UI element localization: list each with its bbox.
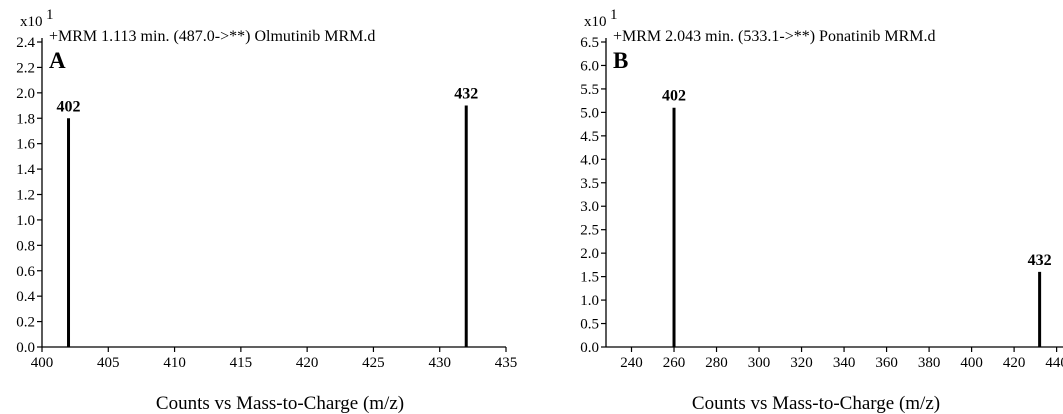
- y-tick-label: 2.4: [16, 35, 35, 51]
- y-tick-label: 4.5: [580, 129, 599, 145]
- y-tick-label: 0.6: [16, 264, 35, 280]
- data-label: 432: [454, 86, 478, 103]
- y-scale-label: x10: [584, 14, 607, 30]
- y-tick-label: 0.5: [580, 317, 599, 333]
- y-tick-label: 1.0: [580, 293, 599, 309]
- y-tick-label: 0.2: [16, 315, 35, 331]
- x-tick-label: 380: [918, 355, 941, 371]
- x-tick-label: 320: [790, 355, 813, 371]
- y-tick-label: 6.5: [580, 35, 599, 51]
- panel-letter: A: [49, 48, 66, 73]
- y-tick-label: 2.0: [580, 246, 599, 262]
- x-tick-label: 260: [663, 355, 686, 371]
- y-tick-label: 1.4: [16, 162, 35, 178]
- y-tick-label: 0.0: [16, 340, 35, 356]
- x-tick-label: 435: [495, 355, 518, 371]
- chart-title: +MRM 1.113 min. (487.0->**) Olmutinib MR…: [49, 28, 375, 45]
- y-tick-label: 1.5: [580, 270, 599, 286]
- x-tick-label: 420: [296, 355, 319, 371]
- y-tick-label: 6.0: [580, 58, 599, 74]
- x-tick-label: 440: [1045, 355, 1063, 371]
- y-tick-label: 3.0: [580, 199, 599, 215]
- y-tick-label: 0.8: [16, 238, 35, 254]
- y-scale-exponent: 1: [610, 7, 618, 23]
- y-tick-label: 0.4: [16, 289, 35, 305]
- y-tick-label: 1.2: [16, 188, 35, 204]
- chart-panel-b: 0.0 0.5 1.0 1.5 2.0 2.5 3.0 3.5 4.0 4.5 5.0 5.5 6.0 6…: [580, 7, 1063, 414]
- y-tick-label: 1.0: [16, 213, 35, 229]
- y-tick-label: 2.2: [16, 60, 35, 76]
- data-label: 432: [1028, 252, 1052, 269]
- x-tick-label: 280: [705, 355, 728, 371]
- y-tick-label: 5.0: [580, 105, 599, 121]
- x-axis-title: Counts vs Mass-to-Charge (m/z): [156, 393, 404, 414]
- chart-title: +MRM 2.043 min. (533.1->**) Ponatinib MR…: [613, 28, 936, 45]
- y-tick-label: 3.5: [580, 176, 599, 192]
- data-label: 402: [662, 88, 686, 105]
- y-tick-label: 4.0: [580, 152, 599, 168]
- y-tick-label: 1.6: [16, 137, 35, 153]
- x-tick-label: 240: [620, 355, 643, 371]
- x-tick-label: 400: [31, 355, 54, 371]
- x-tick-label: 300: [748, 355, 771, 371]
- x-axis-title: Counts vs Mass-to-Charge (m/z): [692, 393, 940, 414]
- y-scale-label: x10: [20, 14, 43, 30]
- y-tick-label: 0.0: [580, 340, 599, 356]
- data-label: 402: [57, 98, 81, 115]
- y-tick-label: 2.0: [16, 86, 35, 102]
- x-tick-label: 425: [362, 355, 385, 371]
- x-tick-label: 360: [875, 355, 898, 371]
- y-tick-label: 2.5: [580, 223, 599, 239]
- x-tick-label: 400: [960, 355, 983, 371]
- panel-letter: B: [613, 48, 628, 73]
- x-tick-label: 410: [163, 355, 186, 371]
- x-tick-label: 420: [1003, 355, 1026, 371]
- x-tick-label: 430: [428, 355, 451, 371]
- y-tick-label: 5.5: [580, 82, 599, 98]
- x-tick-label: 415: [230, 355, 253, 371]
- x-tick-label: 405: [97, 355, 120, 371]
- chart-panel-a: 0.0 0.2 0.4 0.6 0.8 1.0 1.2 1.4 1.6 1.8 2.0 2.2 2.4 4…: [16, 7, 517, 414]
- x-tick-label: 340: [833, 355, 856, 371]
- y-tick-label: 1.8: [16, 111, 35, 127]
- y-scale-exponent: 1: [46, 7, 54, 23]
